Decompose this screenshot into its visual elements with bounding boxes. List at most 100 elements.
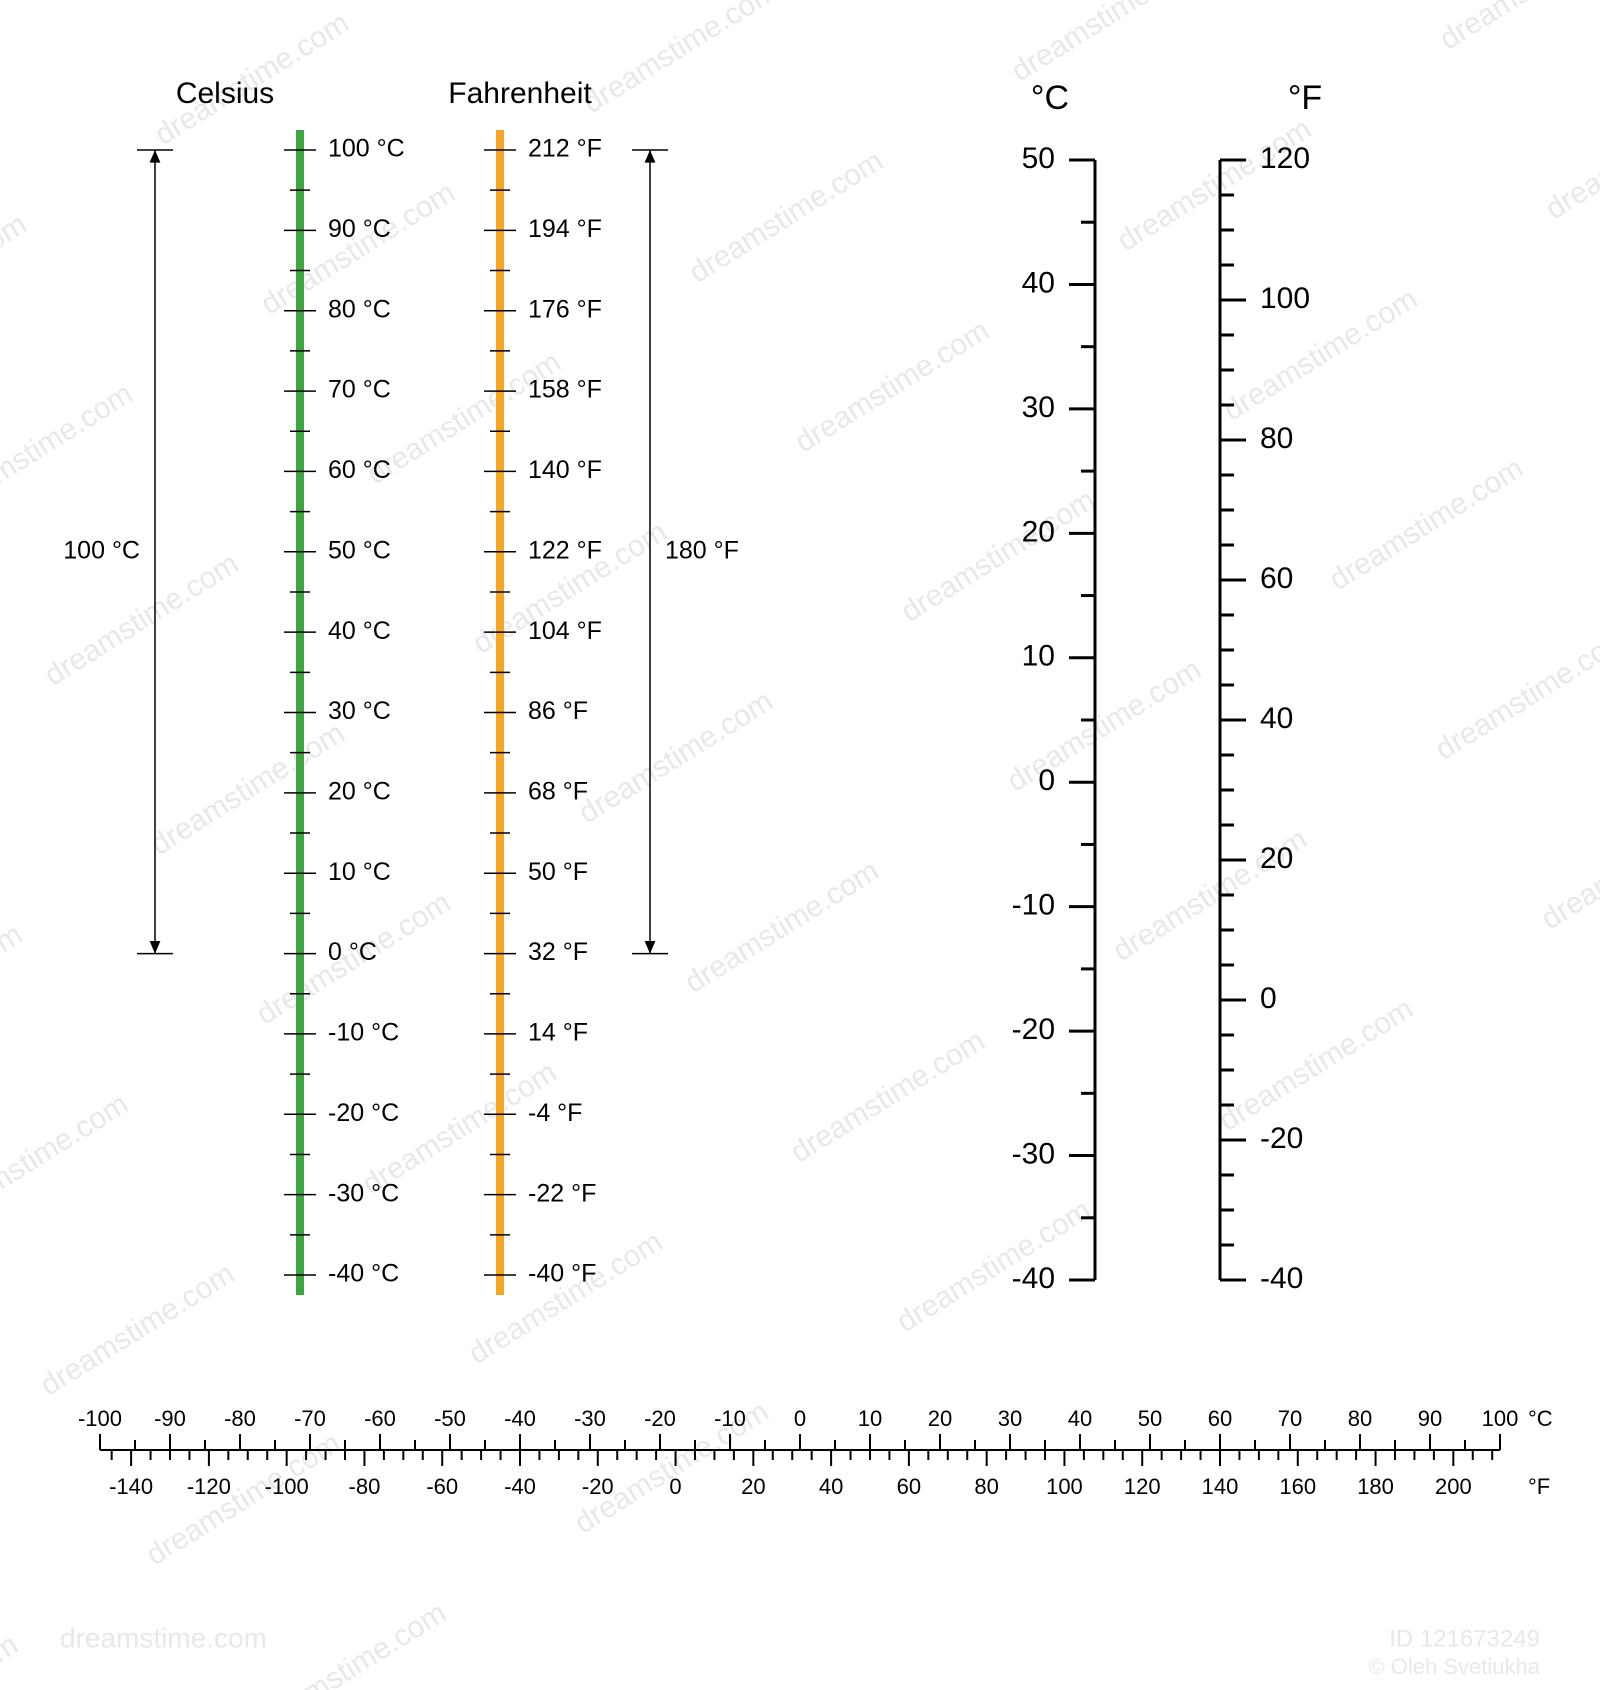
bottom-fahrenheit-unit: °F <box>1528 1474 1550 1499</box>
bottom-fahrenheit-label: -40 <box>504 1474 536 1499</box>
celsius-label: 50 °C <box>328 536 391 564</box>
right-fahrenheit-label: 0 <box>1260 982 1277 1015</box>
fahrenheit-label: 140 °F <box>528 456 602 484</box>
bottom-celsius-label: -40 <box>504 1406 536 1431</box>
right-celsius-label: -20 <box>1012 1013 1055 1046</box>
right-celsius-label: -10 <box>1012 889 1055 922</box>
celsius-label: -30 °C <box>328 1179 399 1207</box>
diagram-canvas: dreamstime.comdreamstime.comdreamstime.c… <box>0 0 1600 1690</box>
fahrenheit-label: 212 °F <box>528 135 602 163</box>
bottom-fahrenheit-label: 200 <box>1435 1474 1472 1499</box>
celsius-label: 10 °C <box>328 858 391 886</box>
right-fahrenheit-label: 60 <box>1260 562 1293 595</box>
right-fahrenheit-label: -40 <box>1260 1262 1303 1295</box>
celsius-label: 30 °C <box>328 697 391 725</box>
celsius-label: 100 °C <box>328 135 405 163</box>
fahrenheit-label: 86 °F <box>528 697 588 725</box>
right-fahrenheit-label: 80 <box>1260 422 1293 455</box>
right-fahrenheit-label: 100 <box>1260 282 1310 315</box>
celsius-label: 80 °C <box>328 295 391 323</box>
fahrenheit-label: 122 °F <box>528 536 602 564</box>
fahrenheit-label: 176 °F <box>528 295 602 323</box>
bottom-celsius-label: -30 <box>574 1406 606 1431</box>
bottom-celsius-label: 80 <box>1348 1406 1372 1431</box>
bottom-celsius-label: -70 <box>294 1406 326 1431</box>
right-celsius-label: -40 <box>1012 1262 1055 1295</box>
right-celsius-label: 50 <box>1022 142 1055 175</box>
bottom-celsius-label: -50 <box>434 1406 466 1431</box>
bottom-celsius-label: -100 <box>78 1406 122 1431</box>
bottom-celsius-label: 20 <box>928 1406 952 1431</box>
right-fahrenheit-label: 20 <box>1260 842 1293 875</box>
fahrenheit-label: 104 °F <box>528 617 602 645</box>
right-celsius-label: 10 <box>1022 640 1055 673</box>
fahrenheit-span-label: 180 °F <box>665 536 739 564</box>
celsius-label: 70 °C <box>328 376 391 404</box>
bottom-celsius-unit: °C <box>1528 1406 1553 1431</box>
fahrenheit-label: 158 °F <box>528 376 602 404</box>
celsius-label: 60 °C <box>328 456 391 484</box>
bottom-celsius-label: -90 <box>154 1406 186 1431</box>
bottom-fahrenheit-label: 100 <box>1046 1474 1083 1499</box>
bottom-fahrenheit-label: -100 <box>265 1474 309 1499</box>
bottom-fahrenheit-label: -120 <box>187 1474 231 1499</box>
bottom-celsius-label: 60 <box>1208 1406 1232 1431</box>
bottom-fahrenheit-label: 180 <box>1357 1474 1394 1499</box>
right-celsius-label: 20 <box>1022 515 1055 548</box>
bottom-fahrenheit-label: -140 <box>109 1474 153 1499</box>
bottom-celsius-label: -20 <box>644 1406 676 1431</box>
bottom-fahrenheit-label: 120 <box>1124 1474 1161 1499</box>
celsius-span-label: 100 °C <box>63 536 140 564</box>
right-fahrenheit-label: -20 <box>1260 1122 1303 1155</box>
watermark-author: © Oleh Svetiukha <box>1368 1654 1540 1679</box>
bottom-fahrenheit-label: -80 <box>349 1474 381 1499</box>
celsius-label: 0 °C <box>328 938 377 966</box>
right-fahrenheit-header: °F <box>1288 79 1322 117</box>
watermark-site: dreamstime.com <box>60 1622 267 1653</box>
celsius-title: Celsius <box>176 77 274 110</box>
right-celsius-label: 0 <box>1038 764 1055 797</box>
bottom-celsius-label: 90 <box>1418 1406 1442 1431</box>
bottom-fahrenheit-label: -20 <box>582 1474 614 1499</box>
bottom-fahrenheit-label: -60 <box>426 1474 458 1499</box>
right-celsius-label: -30 <box>1012 1137 1055 1170</box>
watermark-id: ID 121673249 <box>1389 1625 1540 1652</box>
right-celsius-label: 40 <box>1022 266 1055 299</box>
bottom-celsius-label: 10 <box>858 1406 882 1431</box>
bottom-fahrenheit-label: 160 <box>1279 1474 1316 1499</box>
fahrenheit-label: 14 °F <box>528 1019 588 1047</box>
right-celsius-header: °C <box>1031 79 1069 117</box>
fahrenheit-label: 194 °F <box>528 215 602 243</box>
fahrenheit-label: -22 °F <box>528 1179 596 1207</box>
right-fahrenheit-label: 120 <box>1260 142 1310 175</box>
bottom-celsius-label: 50 <box>1138 1406 1162 1431</box>
fahrenheit-label: 68 °F <box>528 777 588 805</box>
fahrenheit-label: 32 °F <box>528 938 588 966</box>
bottom-celsius-label: 70 <box>1278 1406 1302 1431</box>
celsius-label: 40 °C <box>328 617 391 645</box>
bottom-celsius-label: 0 <box>794 1406 806 1431</box>
bottom-fahrenheit-label: 20 <box>741 1474 765 1499</box>
bottom-celsius-label: -10 <box>714 1406 746 1431</box>
bottom-fahrenheit-label: 60 <box>897 1474 921 1499</box>
celsius-label: -10 °C <box>328 1019 399 1047</box>
bottom-celsius-label: -80 <box>224 1406 256 1431</box>
bottom-fahrenheit-label: 0 <box>669 1474 681 1499</box>
bottom-celsius-label: -60 <box>364 1406 396 1431</box>
bottom-fahrenheit-label: 80 <box>974 1474 998 1499</box>
right-celsius-label: 30 <box>1022 391 1055 424</box>
fahrenheit-label: -40 °F <box>528 1260 596 1288</box>
bottom-fahrenheit-label: 140 <box>1202 1474 1239 1499</box>
fahrenheit-label: -4 °F <box>528 1099 582 1127</box>
bottom-fahrenheit-label: 40 <box>819 1474 843 1499</box>
fahrenheit-label: 50 °F <box>528 858 588 886</box>
celsius-label: -40 °C <box>328 1260 399 1288</box>
bottom-celsius-label: 100 <box>1482 1406 1519 1431</box>
right-fahrenheit-label: 40 <box>1260 702 1293 735</box>
celsius-label: 90 °C <box>328 215 391 243</box>
fahrenheit-title: Fahrenheit <box>448 77 592 110</box>
bottom-celsius-label: 40 <box>1068 1406 1092 1431</box>
celsius-label: -20 °C <box>328 1099 399 1127</box>
bottom-celsius-label: 30 <box>998 1406 1022 1431</box>
celsius-label: 20 °C <box>328 777 391 805</box>
